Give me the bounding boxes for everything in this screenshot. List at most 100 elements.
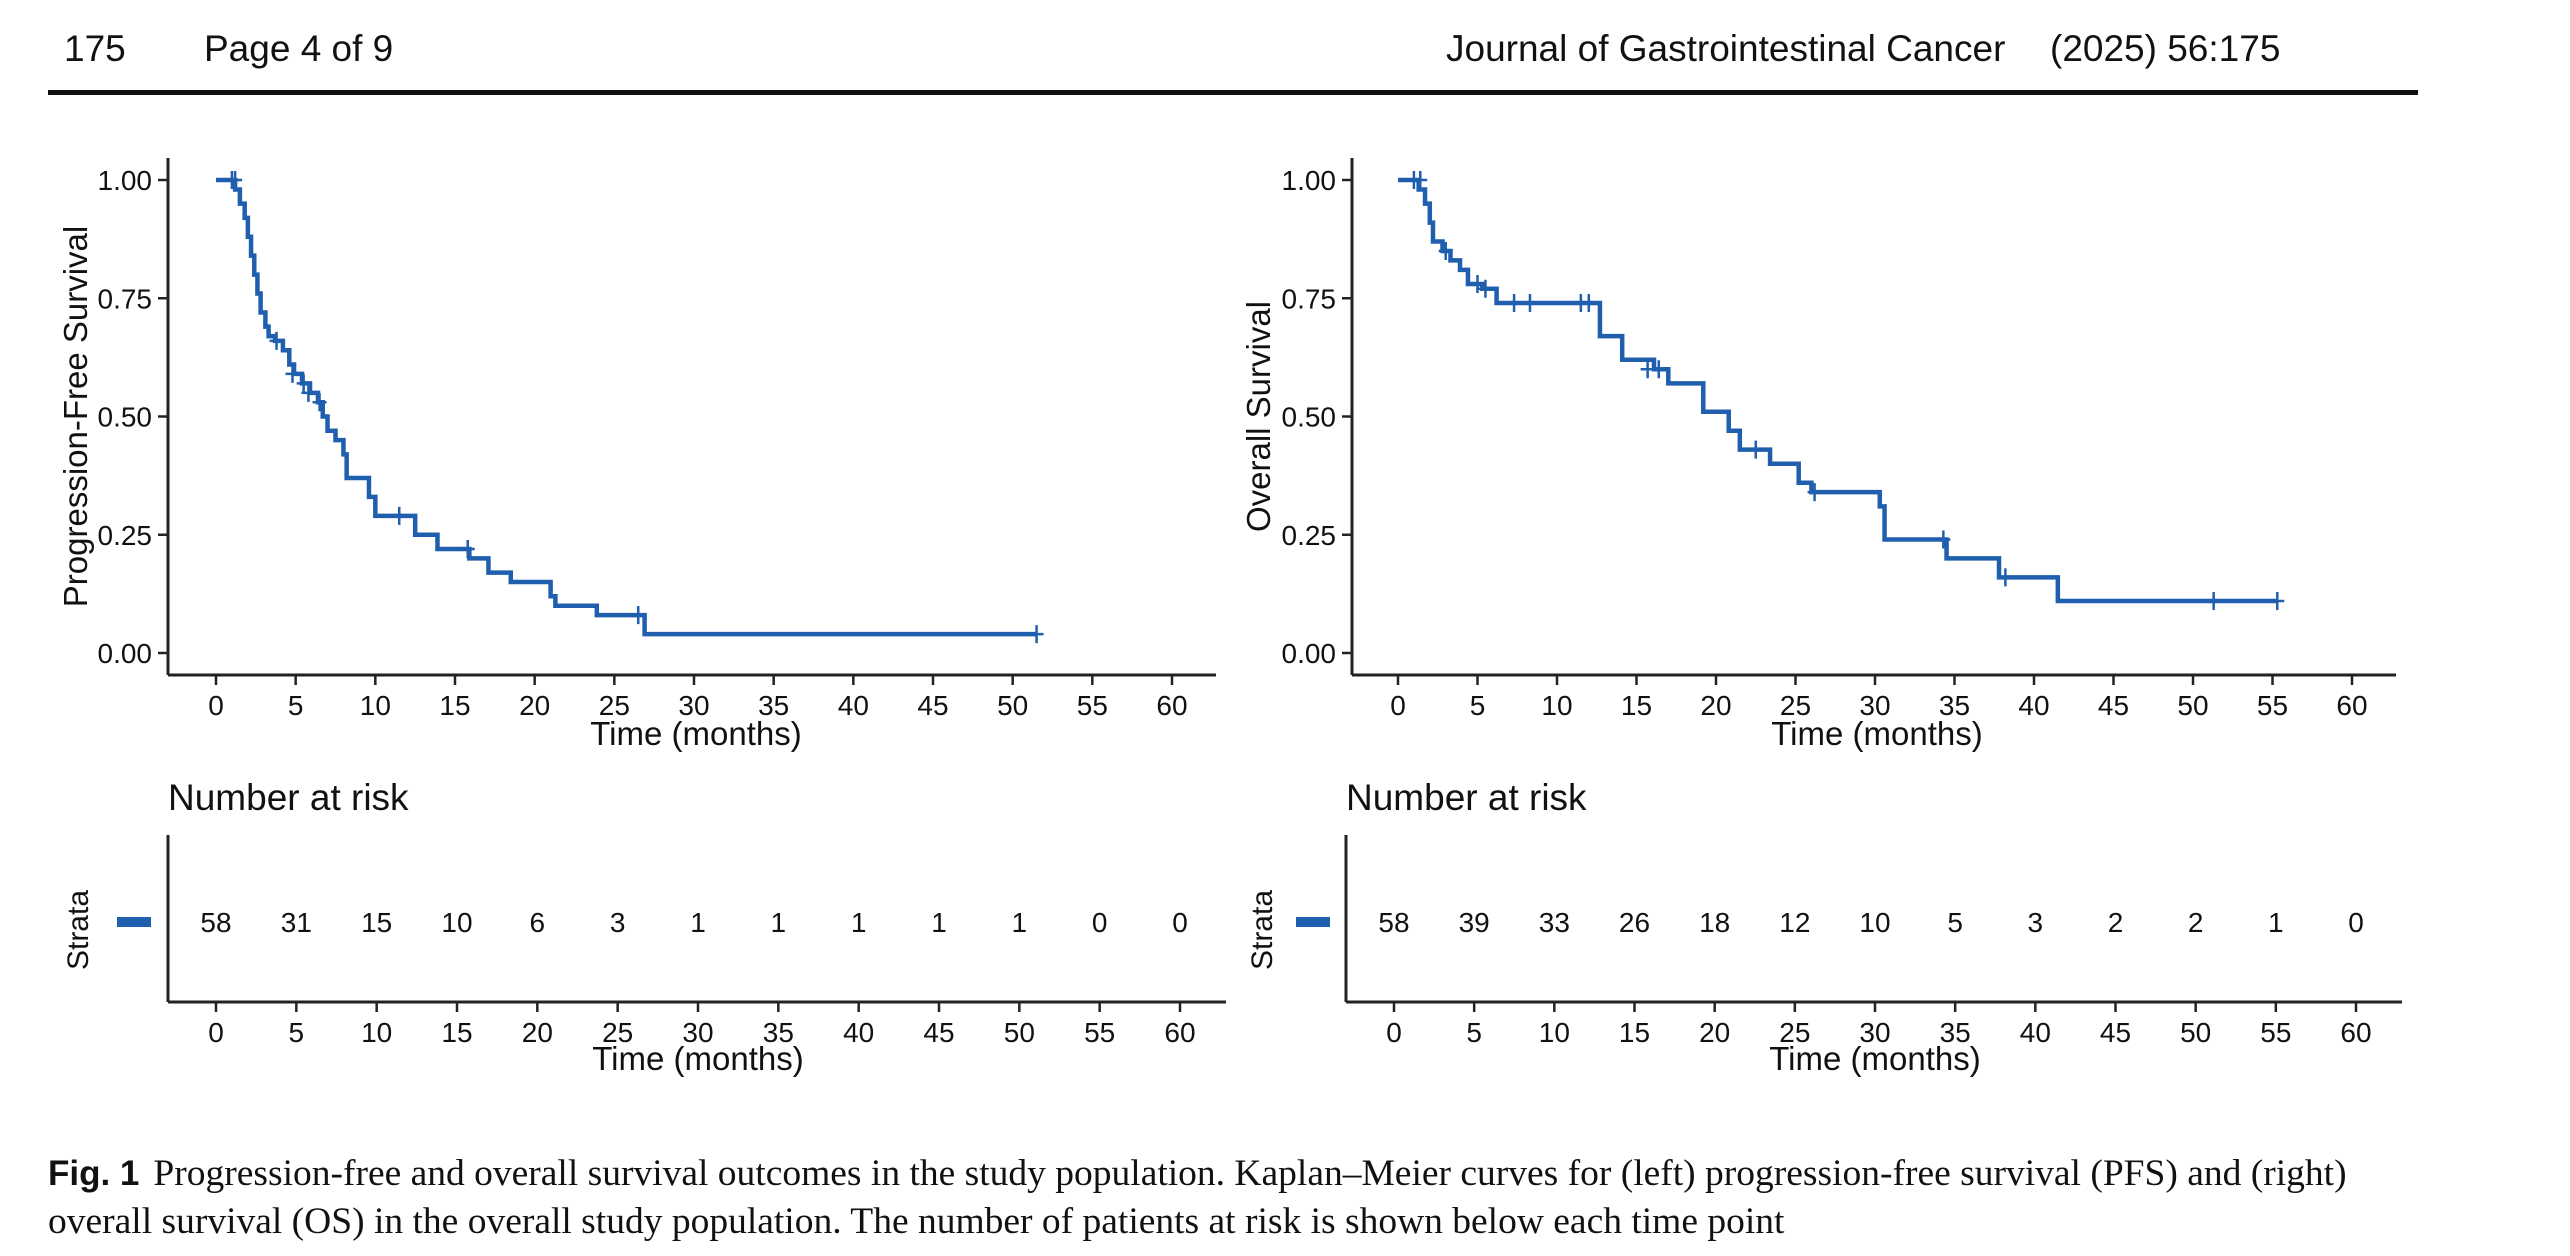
risk-count: 10 <box>1859 907 1890 938</box>
censor-mark <box>1438 241 1453 260</box>
x-tick-label: 0 <box>1390 690 1406 721</box>
risk-x-tick-label: 45 <box>923 1017 954 1048</box>
censor-mark <box>1581 293 1596 312</box>
survival-curve <box>1398 177 2278 604</box>
x-tick-label: 40 <box>2018 690 2049 721</box>
censor-mark <box>301 383 316 402</box>
risk-x-tick-label: 5 <box>289 1017 305 1048</box>
x-tick-label: 5 <box>288 690 304 721</box>
censor-mark <box>1807 483 1822 502</box>
risk-count: 1 <box>931 907 947 938</box>
km-panel-os: 0.000.250.500.751.000 5 10 15 20 25 30 35 40 45 50… <box>1240 158 2402 1077</box>
censor-mark <box>269 331 284 350</box>
x-axis-label: Time (months) <box>590 715 801 752</box>
survival-curve <box>216 177 1037 637</box>
y-axis-label: Progression-Free Survival <box>57 226 94 607</box>
risk-x-tick-label: 35 <box>763 1017 794 1048</box>
y-tick-label: 0.25 <box>1282 520 1337 551</box>
y-tick-label: 0.50 <box>98 402 153 433</box>
km-panel-pfs: 0.000.250.500.751.000 5 10 15 20 25 30 35 40 45 50… <box>57 158 1226 1077</box>
risk-x-tick-label: 60 <box>1164 1017 1195 1048</box>
risk-x-tick-label: 5 <box>1466 1017 1482 1048</box>
censor-mark <box>1522 293 1537 312</box>
strata-label: Strata <box>62 890 95 970</box>
censor-mark <box>1478 279 1493 298</box>
risk-table-title: Number at risk <box>168 777 409 818</box>
risk-x-tick-label: 10 <box>361 1017 392 1048</box>
page-number: 175 <box>64 28 126 69</box>
risk-count: 0 <box>2348 907 2364 938</box>
risk-x-tick-label: 0 <box>1386 1017 1402 1048</box>
y-tick-label: 1.00 <box>98 165 153 196</box>
risk-count: 0 <box>1172 907 1188 938</box>
x-tick-label: 10 <box>1541 690 1572 721</box>
risk-count: 33 <box>1539 907 1570 938</box>
risk-x-tick-label: 15 <box>1619 1017 1650 1048</box>
risk-x-tick-label: 30 <box>1859 1017 1890 1048</box>
x-tick-label: 45 <box>2098 690 2129 721</box>
risk-x-tick-label: 40 <box>2020 1017 2051 1048</box>
risk-count: 1 <box>851 907 867 938</box>
x-tick-label: 25 <box>1780 690 1811 721</box>
x-tick-label: 5 <box>1470 690 1486 721</box>
censor-mark <box>392 506 407 525</box>
x-tick-label: 15 <box>1621 690 1652 721</box>
censor-mark <box>2206 591 2221 610</box>
x-tick-label: 30 <box>1859 690 1890 721</box>
x-tick-label: 35 <box>758 690 789 721</box>
risk-count: 12 <box>1779 907 1810 938</box>
censor-mark <box>631 606 646 625</box>
risk-x-tick-label: 45 <box>2100 1017 2131 1048</box>
risk-table-title: Number at risk <box>1346 777 1587 818</box>
x-tick-label: 55 <box>1077 690 1108 721</box>
caption-text: Progression-free and overall survival ou… <box>48 1153 2347 1242</box>
risk-x-tick-label: 25 <box>602 1017 633 1048</box>
censor-mark <box>2270 591 2285 610</box>
risk-count: 1 <box>771 907 787 938</box>
y-tick-label: 0.50 <box>1282 402 1337 433</box>
risk-x-tick-label: 20 <box>1699 1017 1730 1048</box>
risk-count: 2 <box>2108 907 2124 938</box>
citation: (2025) 56:175 <box>2050 28 2281 69</box>
strata-label: Strata <box>1246 890 1279 970</box>
x-tick-label: 45 <box>917 690 948 721</box>
risk-count: 1 <box>1012 907 1028 938</box>
y-tick-label: 0.75 <box>1282 283 1337 314</box>
y-axis-label: Overall Survival <box>1240 301 1277 532</box>
risk-count: 58 <box>1378 907 1409 938</box>
risk-x-axis-label: Time (months) <box>592 1040 803 1077</box>
censor-mark <box>460 539 475 558</box>
y-tick-label: 0.25 <box>98 520 153 551</box>
risk-x-tick-label: 15 <box>441 1017 472 1048</box>
header-rule <box>48 90 2418 95</box>
censor-mark <box>1651 360 1666 379</box>
x-tick-label: 55 <box>2257 690 2288 721</box>
x-tick-label: 15 <box>439 690 470 721</box>
censor-mark <box>1936 530 1951 549</box>
censor-mark <box>1748 440 1763 459</box>
risk-x-tick-label: 20 <box>522 1017 553 1048</box>
risk-x-tick-label: 55 <box>1084 1017 1115 1048</box>
risk-x-tick-label: 40 <box>843 1017 874 1048</box>
risk-x-axis-label: Time (months) <box>1769 1040 1980 1077</box>
y-tick-label: 0.00 <box>98 638 153 669</box>
censor-mark <box>1998 568 2013 587</box>
x-tick-label: 30 <box>678 690 709 721</box>
caption-label: Fig. 1 <box>48 1154 140 1193</box>
risk-x-tick-label: 55 <box>2260 1017 2291 1048</box>
risk-count: 3 <box>2028 907 2044 938</box>
y-tick-label: 0.75 <box>98 283 153 314</box>
page-of: Page 4 of 9 <box>204 28 394 69</box>
x-tick-label: 60 <box>1156 690 1187 721</box>
x-tick-label: 0 <box>208 690 224 721</box>
figure-1: 0.000.250.500.751.000 5 10 15 20 25 30 35 40 45 50… <box>57 158 2402 1077</box>
risk-count: 3 <box>610 907 626 938</box>
risk-count: 58 <box>200 907 231 938</box>
censor-mark <box>1413 171 1428 189</box>
risk-count: 31 <box>281 907 312 938</box>
censor-mark <box>312 393 327 412</box>
risk-count: 5 <box>1947 907 1963 938</box>
x-tick-label: 10 <box>360 690 391 721</box>
strata-marker <box>117 917 151 927</box>
figure-caption: Fig. 1 Progression-free and overall survi… <box>48 1150 2420 1246</box>
